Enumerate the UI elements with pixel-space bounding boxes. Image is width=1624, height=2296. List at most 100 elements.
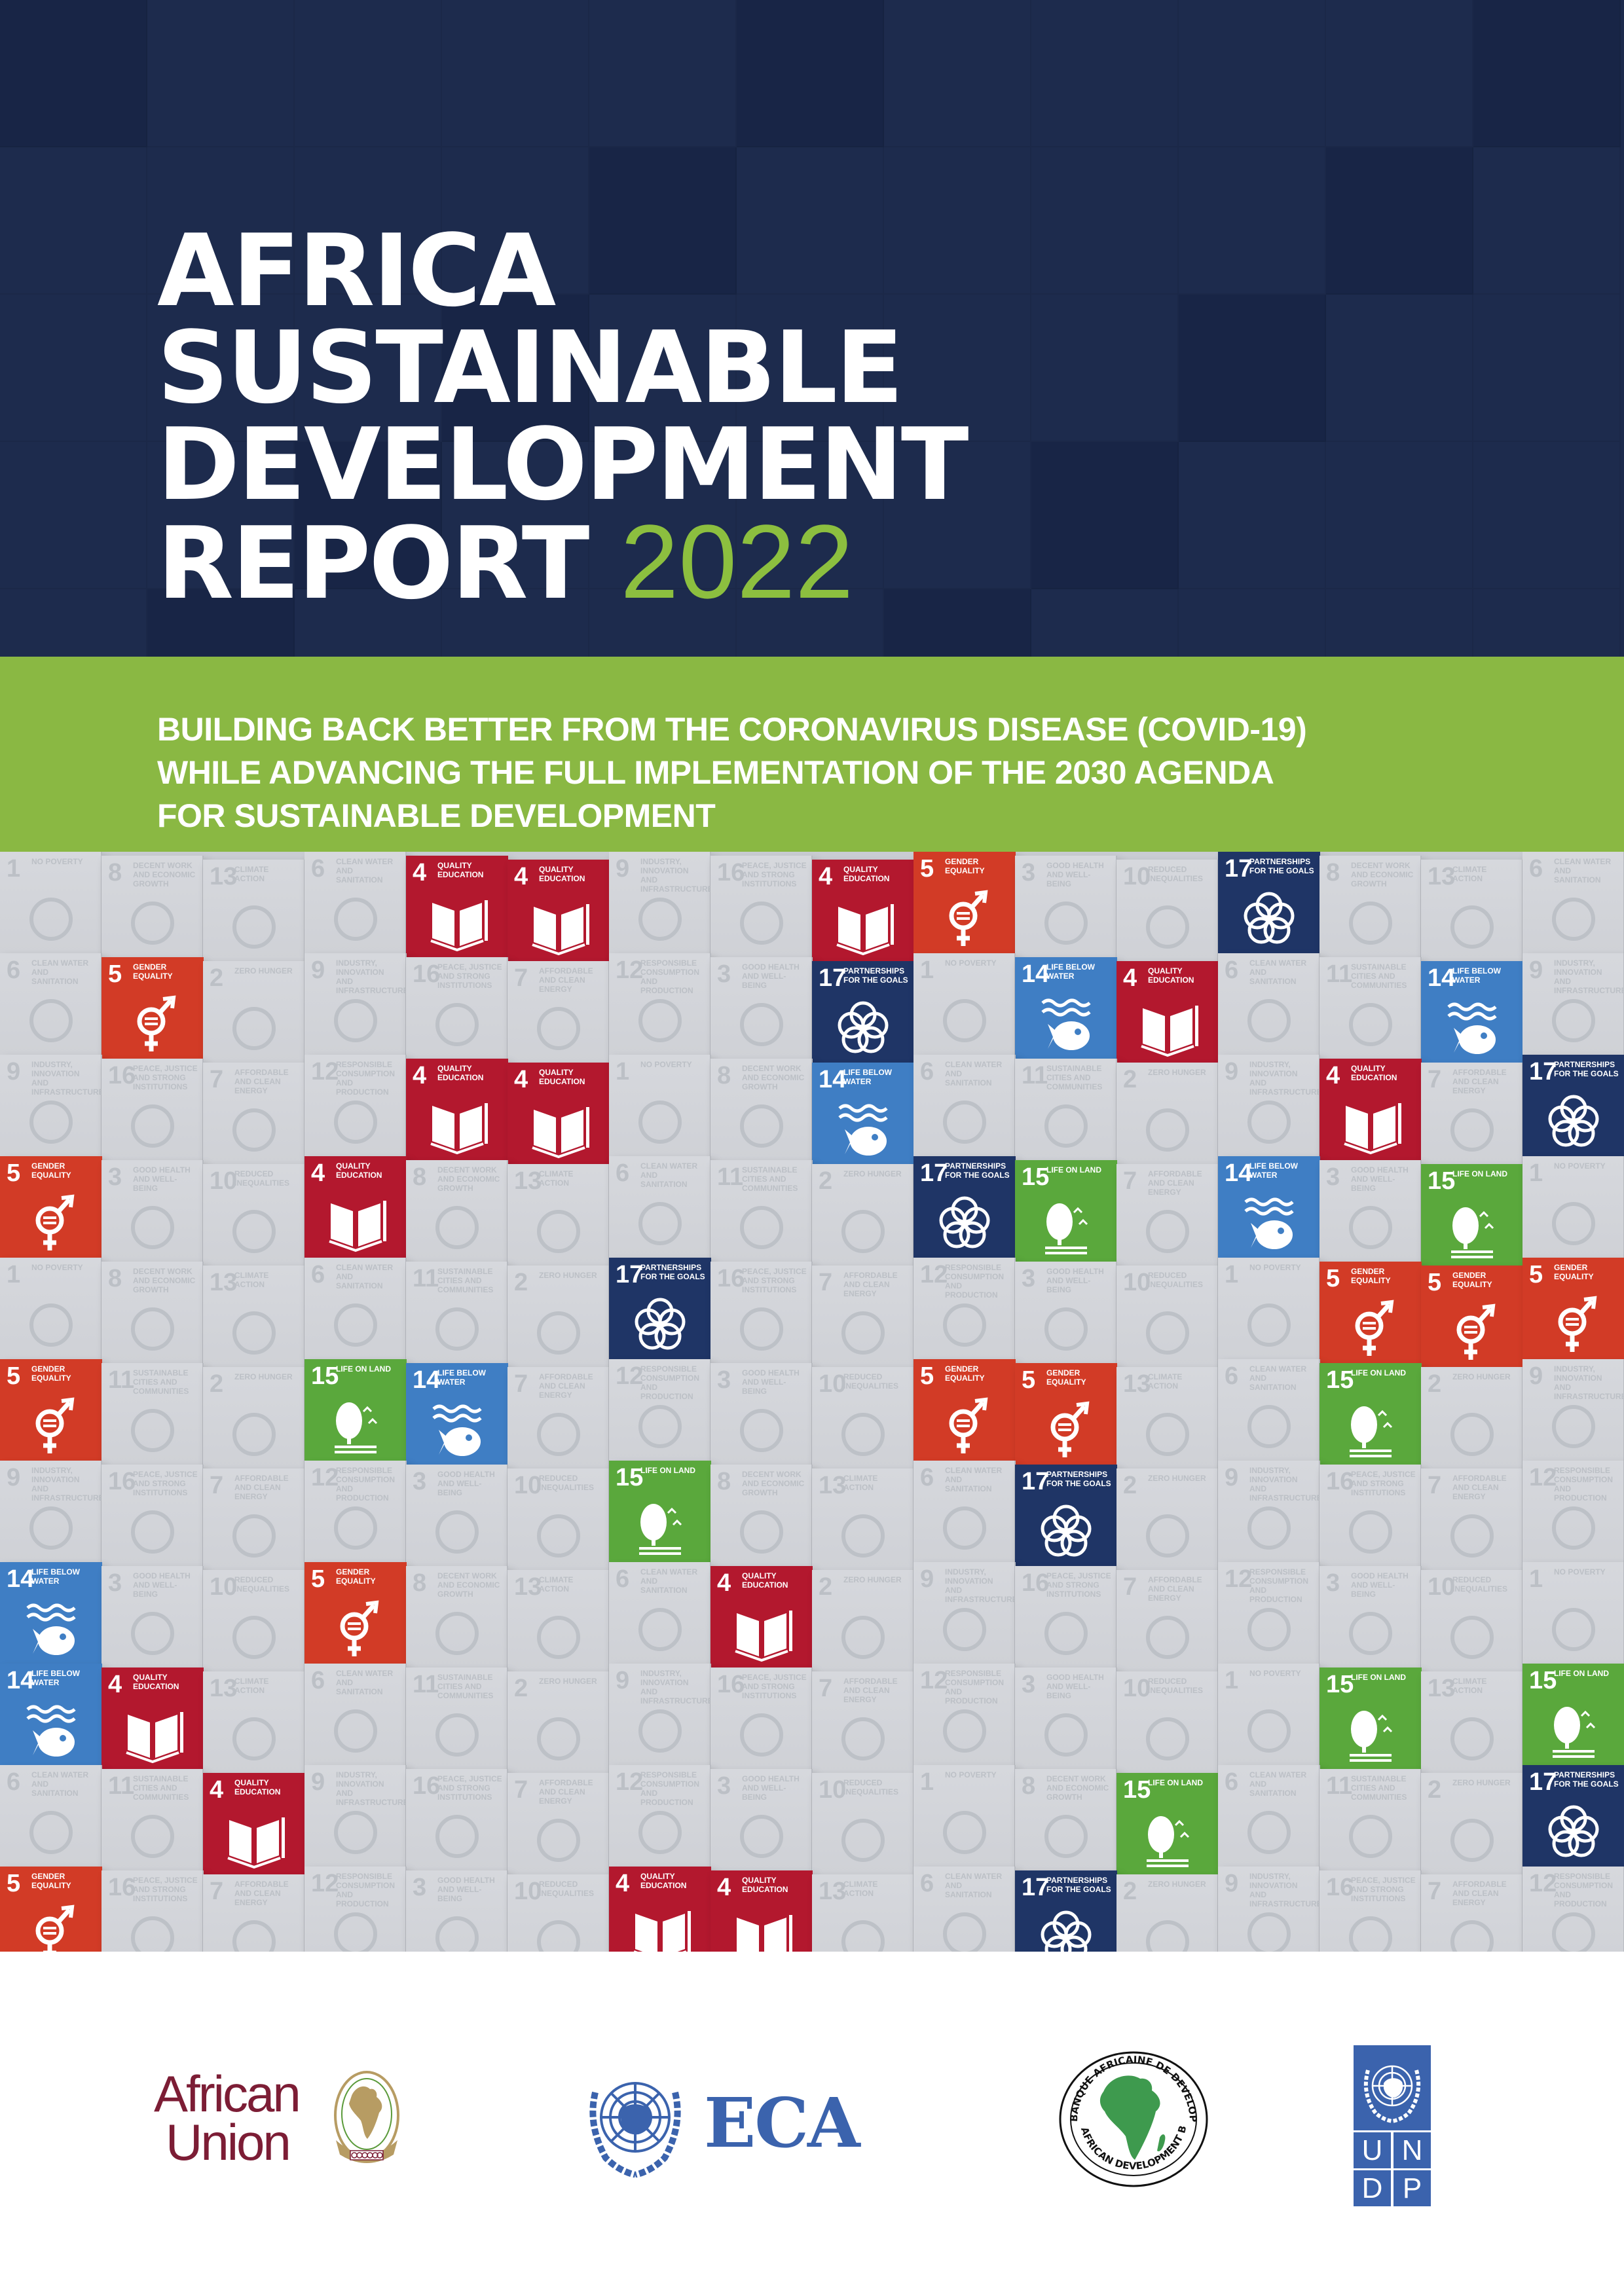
faded-tile <box>295 589 442 657</box>
sdg-goal-label: Peace, Justice and Strong Institutions <box>133 1064 198 1091</box>
sdg-goal-label: Zero Hunger <box>843 1169 902 1178</box>
sdg-goal-number: 3 <box>717 960 731 988</box>
sdg-goal-label: Industry, Innovation and Infrastructure <box>1249 1466 1322 1503</box>
sdg-goal-label: Responsible Consumption and Production <box>1554 1466 1613 1503</box>
sdg-faded-icon <box>120 1807 185 1866</box>
subtitle-band: BUILDING BACK BETTER FROM THE CORONAVIRU… <box>0 657 1624 852</box>
sdg-goal-label: Reduced Inequalities <box>1148 1271 1204 1289</box>
sdg-faded-icon <box>1236 1904 1302 1952</box>
tree-birds-icon <box>1338 1401 1403 1460</box>
sdg-goal-number: 9 <box>7 1058 21 1085</box>
sdg-goal-number: 6 <box>7 1768 21 1796</box>
sdg-goal-label: Peace, Justice and Strong Institutions <box>437 962 502 990</box>
faded-tile <box>884 442 1031 589</box>
sdg-goal-label: Life On Land <box>1046 1165 1101 1175</box>
sdg-faded-icon <box>627 1093 693 1152</box>
sdg-goal-number: 16 <box>108 1062 136 1089</box>
sdg-goal-label: Sustainable Cities and Communities <box>437 1673 494 1700</box>
sdg-goal-number: 7 <box>1428 1066 1442 1093</box>
sdg-goal-label: Gender Equality <box>31 1872 71 1890</box>
sdg-goal-label: Industry, Innovation and Infrastructure <box>336 1770 409 1807</box>
sdg-tile-faded: 11 Sustainable Cities and Communities <box>406 1667 508 1770</box>
sdg-goal-label: Peace, Justice and Strong Institutions <box>1046 1571 1111 1599</box>
sdg-goal-label: Responsible Consumption and Production <box>640 958 699 995</box>
sdg-faded-icon <box>526 1506 591 1565</box>
sdg-faded-icon <box>323 1093 388 1152</box>
sdg-goal-label: Affordable and Clean Energy <box>1452 1474 1507 1501</box>
sdg-goal-number: 12 <box>920 1261 948 1288</box>
sdg-goal-label: No Poverty <box>1554 1567 1606 1576</box>
sdg-tile-faded: 3 Good Health and Well-Being <box>1320 1160 1422 1262</box>
faded-tile <box>0 0 147 147</box>
sdg-goal-label: Clean Water and Sanitation <box>945 1466 1003 1493</box>
sdg-goal-label: Decent Work and Economic Growth <box>133 861 196 888</box>
sdg-faded-icon <box>1033 1604 1099 1663</box>
sdg-goal-label: Reduced Inequalities <box>1452 1575 1508 1594</box>
sdg-tile-faded: 12 Responsible Consumption and Production <box>1522 1461 1624 1563</box>
sdg-goal-label: Gender Equality <box>31 1161 71 1180</box>
sdg-faded-icon <box>932 1499 997 1558</box>
sdg-goal-number: 7 <box>1428 1878 1442 1905</box>
sdg-goal-number: 5 <box>1428 1269 1442 1296</box>
sdg-goal-label: Life Below Water <box>1452 966 1501 985</box>
sdg-goal-label: Industry, Innovation and Infrastructure <box>640 857 713 894</box>
sdg-tile-faded: 7 Affordable and Clean Energy <box>507 1367 610 1469</box>
sdg-goal-label: Climate Action <box>234 865 269 883</box>
fish-waves-icon <box>18 1600 84 1659</box>
sdg-goal-number: 3 <box>1326 1569 1340 1597</box>
sdg-tile-goal-15: 15 Life On Land <box>1015 1160 1117 1262</box>
sdg-goal-number: 10 <box>819 1370 847 1398</box>
sdg-faded-icon <box>1135 1506 1200 1565</box>
sdg-faded-icon <box>1135 1101 1200 1159</box>
sdg-tile-faded: 3 Good Health and Well-Being <box>1015 856 1117 958</box>
sdg-goal-number: 16 <box>413 1772 441 1800</box>
sdg-goal-label: Life On Land <box>336 1364 391 1374</box>
faded-tile <box>589 0 737 147</box>
book-pencil-icon <box>729 1908 794 1952</box>
sdg-tile-goal-5: 5 Gender Equality <box>304 1562 407 1664</box>
sdg-tile-faded: 13 Climate Action <box>1421 860 1523 962</box>
sdg-goal-number: 1 <box>920 957 934 984</box>
sdg-goal-label: Life Below Water <box>1249 1161 1298 1180</box>
sdg-faded-icon <box>627 1194 693 1253</box>
sdg-tile-faded: 11 Sustainable Cities and Communities <box>1015 1059 1117 1161</box>
subtitle-line-3: FOR SUSTAINABLE DEVELOPMENT <box>157 797 716 834</box>
sdg-faded-icon <box>627 1803 693 1862</box>
sdg-goal-number: 11 <box>108 1366 135 1394</box>
faded-tile <box>589 295 737 442</box>
sdg-goal-number: 6 <box>1225 957 1239 984</box>
partnership-rings-icon <box>1541 1093 1606 1152</box>
sdg-goal-number: 16 <box>1022 1569 1050 1597</box>
sdg-tile-faded: 1 No Poverty <box>0 1258 102 1360</box>
sdg-goal-number: 2 <box>514 1675 528 1702</box>
sdg-goal-number: 12 <box>616 1362 644 1390</box>
sdg-tile-goal-14: 14 Life Below Water <box>1015 957 1117 1059</box>
sdg-goal-label: Gender Equality <box>945 1364 985 1383</box>
sdg-tile-faded: 6 Clean Water and Sanitation <box>0 953 102 1055</box>
sdg-goal-number: 10 <box>1123 1675 1151 1702</box>
sdg-goal-label: Clean Water and Sanitation <box>31 958 89 986</box>
sdg-goal-number: 6 <box>1225 1362 1239 1390</box>
sdg-goal-label: Quality Education <box>336 1161 382 1180</box>
sdg-faded-icon <box>120 1604 185 1663</box>
sdg-goal-number: 9 <box>1225 1058 1239 1085</box>
faded-tile <box>147 0 295 147</box>
au-word-african: African <box>154 2065 301 2123</box>
sdg-goal-label: Life Below Water <box>437 1368 486 1387</box>
sdg-goal-label: Decent Work and Economic Growth <box>1351 861 1414 888</box>
gender-equality-icon <box>120 995 185 1054</box>
sdg-faded-icon <box>932 1600 997 1659</box>
faded-tile <box>1031 442 1179 589</box>
sdg-faded-icon <box>729 894 794 953</box>
afdb-seal-icon: BANQUE AFRICAINE DE DEVELOPPEMENT AFRICA… <box>1053 2041 1208 2187</box>
sdg-faded-icon <box>830 1811 896 1870</box>
sdg-goal-number: 16 <box>1326 1468 1354 1495</box>
sdg-tile-faded: 13 Climate Action <box>507 1164 610 1266</box>
sdg-tile-goal-15: 15 Life On Land <box>1421 1164 1523 1266</box>
sdg-tile-faded: 6 Clean Water and Sanitation <box>913 1055 1016 1157</box>
sdg-goal-label: Quality Education <box>539 865 585 883</box>
sdg-goal-label: Responsible Consumption and Production <box>945 1669 1004 1705</box>
sdg-faded-icon <box>1033 1097 1099 1156</box>
sdg-goal-label: Gender Equality <box>31 1364 71 1383</box>
sdg-goal-number: 13 <box>1428 1675 1456 1702</box>
